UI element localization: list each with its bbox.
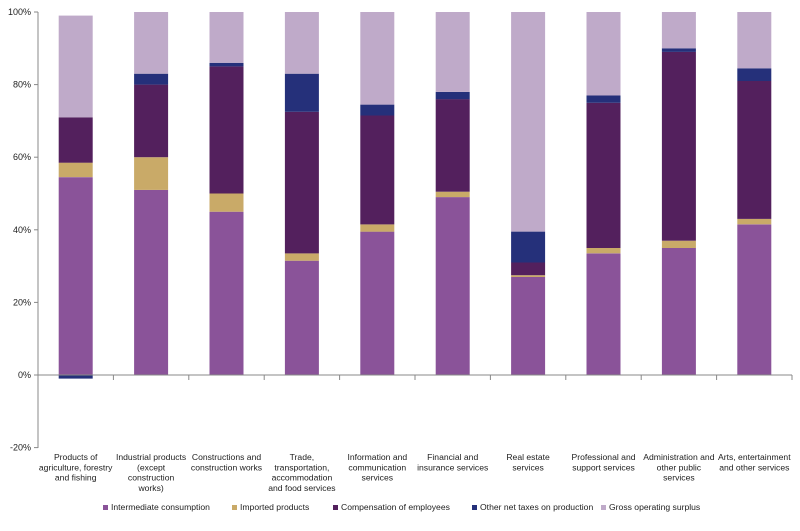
category-label: Industrial products (except construction wo… — [116, 452, 186, 493]
y-tick-label: 100% — [8, 7, 31, 17]
bar-segment-imported-products-8 — [661, 240, 696, 248]
bar-segment-intermediate-consumption-7 — [586, 253, 621, 375]
bar-segment-gross-operating-surplus-0 — [58, 15, 93, 118]
bar-segment-compensation-of-employees-0 — [58, 117, 93, 163]
bar-segment-other-net-taxes-on-production-4 — [360, 104, 395, 116]
bar-segment-other-net-taxes-on-production-3 — [284, 73, 319, 112]
legend-swatch — [103, 505, 108, 510]
y-tick-label: 0% — [18, 370, 31, 380]
legend-label: Gross operating surplus — [609, 502, 700, 512]
bar-segment-gross-operating-surplus-1 — [134, 12, 169, 74]
bar-segment-intermediate-consumption-8 — [661, 247, 696, 375]
bar-segment-compensation-of-employees-2 — [209, 66, 244, 194]
bar-segment-gross-operating-surplus-7 — [586, 12, 621, 96]
bar-segment-gross-operating-surplus-9 — [737, 12, 772, 69]
category-label: Trade, transportation, accommodation and fo… — [268, 452, 335, 493]
bar-segment-compensation-of-employees-8 — [661, 51, 696, 241]
y-tick-label: 20% — [13, 297, 31, 307]
bar-segment-imported-products-5 — [435, 191, 470, 198]
bar-segment-gross-operating-surplus-5 — [435, 12, 470, 92]
bar-segment-imported-products-7 — [586, 247, 621, 254]
bar-segment-imported-products-1 — [134, 157, 169, 190]
bar-segment-imported-products-0 — [58, 162, 93, 178]
bar-segment-gross-operating-surplus-2 — [209, 12, 244, 63]
bar-segment-intermediate-consumption-2 — [209, 211, 244, 375]
bar-segment-imported-products-4 — [360, 224, 395, 232]
legend-label: Other net taxes on production — [480, 502, 593, 512]
legend-label: Intermediate consumption — [111, 502, 210, 512]
bar-segment-imported-products-9 — [737, 218, 772, 225]
bar-segment-compensation-of-employees-1 — [134, 84, 169, 158]
bar-segment-gross-operating-surplus-6 — [511, 12, 546, 232]
category-label: Constructions and construction works — [191, 452, 262, 472]
bar-segment-other-net-taxes-on-production-1 — [134, 73, 169, 85]
bar-segment-gross-operating-surplus-8 — [661, 12, 696, 49]
category-labels: Products of agriculture, forestry and fish… — [39, 452, 791, 493]
category-label: Professional and support services — [571, 452, 635, 472]
bar-segment-other-net-taxes-on-production-7 — [586, 95, 621, 103]
legend-label: Imported products — [240, 502, 309, 512]
bar-segment-intermediate-consumption-0 — [58, 177, 93, 375]
bar-segment-compensation-of-employees-9 — [737, 81, 772, 219]
bar-segment-gross-operating-surplus-3 — [284, 12, 319, 74]
bar-segment-other-net-taxes-on-production-8 — [661, 48, 696, 52]
category-label: Financial and insurance services — [417, 452, 488, 472]
bar-segment-other-net-taxes-on-production-0 — [58, 375, 93, 379]
y-tick-label: 60% — [13, 152, 31, 162]
legend-swatch — [232, 505, 237, 510]
axes-layer: -20% 0% 20% 40% 60% 80% 100% — [8, 7, 793, 453]
bar-segment-intermediate-consumption-5 — [435, 197, 470, 375]
bar-segment-compensation-of-employees-4 — [360, 115, 395, 225]
bar-segment-compensation-of-employees-6 — [511, 262, 546, 276]
y-tick-label: 80% — [13, 80, 31, 90]
category-label: Real estate services — [506, 452, 550, 472]
bar-segment-intermediate-consumption-4 — [360, 231, 395, 375]
bar-segment-imported-products-3 — [284, 253, 319, 261]
bar-segment-compensation-of-employees-5 — [435, 99, 470, 192]
y-tick-label: -20% — [10, 443, 31, 453]
bars-layer — [58, 12, 772, 379]
bar-segment-intermediate-consumption-9 — [737, 224, 772, 375]
bar-segment-compensation-of-employees-3 — [284, 111, 319, 254]
bar-segment-other-net-taxes-on-production-5 — [435, 91, 470, 100]
bar-segment-other-net-taxes-on-production-9 — [737, 68, 772, 81]
bar-segment-intermediate-consumption-1 — [134, 189, 169, 375]
bar-segment-intermediate-consumption-6 — [511, 277, 546, 375]
category-label: Products of agriculture, forestry and fish… — [39, 452, 113, 483]
legend-label: Compensation of employees — [341, 502, 450, 512]
bar-segment-gross-operating-surplus-4 — [360, 12, 395, 105]
category-label: Administration and other public services — [643, 452, 714, 483]
bar-segment-imported-products-6 — [511, 275, 546, 277]
category-label: Arts, entertainment and other services — [718, 452, 791, 472]
category-label: Information and communication services — [347, 452, 407, 483]
bar-segment-intermediate-consumption-3 — [284, 260, 319, 375]
bar-segment-compensation-of-employees-7 — [586, 102, 621, 248]
legend: Intermediate consumption Imported product… — [103, 502, 700, 512]
legend-swatch — [472, 505, 477, 510]
bar-segment-other-net-taxes-on-production-6 — [511, 231, 546, 263]
y-tick-label: 40% — [13, 225, 31, 235]
bar-segment-other-net-taxes-on-production-2 — [209, 62, 244, 67]
legend-swatch — [333, 505, 338, 510]
bar-segment-imported-products-2 — [209, 193, 244, 212]
legend-swatch — [601, 505, 606, 510]
